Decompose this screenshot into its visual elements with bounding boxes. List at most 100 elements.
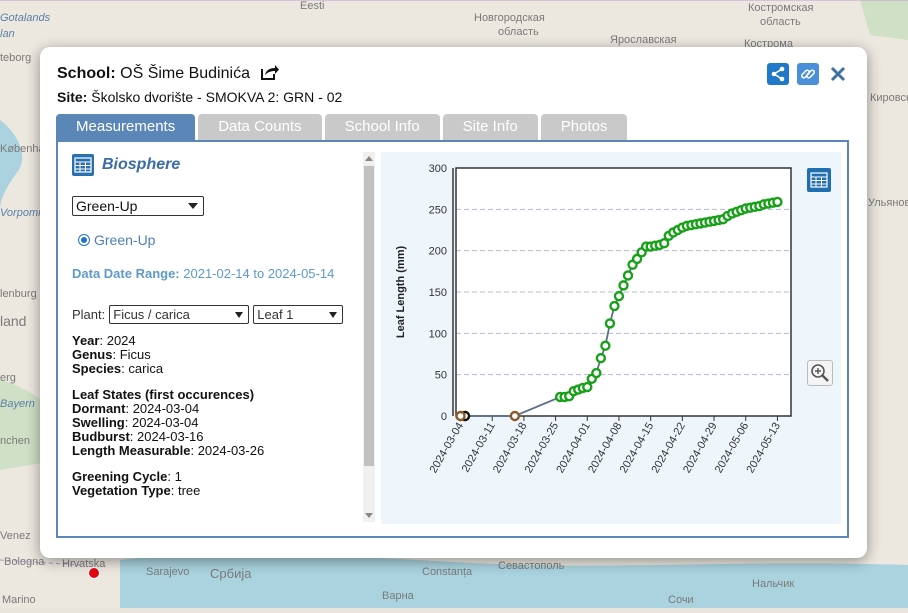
scrollbar-thumb[interactable]	[364, 166, 374, 466]
map-label: область	[498, 26, 539, 38]
data-point	[622, 270, 634, 281]
data-date-range: Data Date Range: 2021-02-14 to 2024-05-1…	[72, 262, 360, 285]
school-label: School:	[57, 65, 116, 82]
map-label: Gotalands	[0, 12, 51, 24]
map-label: Bologna	[4, 556, 45, 568]
link-icon[interactable]	[797, 63, 819, 85]
measurements-panel: Biosphere Green-Up Green-Up Data Date Ra…	[56, 140, 849, 538]
genus-label: Genus	[72, 347, 113, 362]
leaf-select[interactable]: Leaf 1	[253, 305, 344, 324]
map-label: Сочи	[668, 594, 694, 606]
chevron-down-icon	[235, 312, 244, 318]
y-tick-label: 200	[429, 246, 447, 258]
year-row: Year: 2024	[72, 333, 136, 348]
y-tick-label: 250	[429, 204, 447, 216]
tab-site-info[interactable]: Site Info	[442, 114, 538, 140]
protocol-select[interactable]: Green-Up	[72, 196, 204, 216]
map-label: Venez	[0, 530, 31, 542]
x-tick-label: 2024-05-13	[744, 421, 783, 476]
map-label: land	[0, 313, 27, 329]
y-tick-label: 300	[429, 163, 447, 175]
scroll-down-icon[interactable]	[365, 513, 373, 518]
plot-frame	[455, 167, 792, 417]
protocol-title: Biosphere	[102, 156, 181, 173]
map-label: lenburg	[0, 288, 37, 300]
data-point	[595, 352, 607, 364]
map-label: Кировская	[870, 92, 908, 104]
map-label: lan	[0, 28, 15, 40]
leaf-select-value: Leaf 1	[257, 307, 294, 322]
species-row: Species: carica	[72, 361, 164, 376]
chevron-down-icon	[329, 312, 338, 318]
greening-cycle-label: Greening Cycle	[72, 469, 168, 484]
swelling-row: Swelling: 2024-03-04	[72, 415, 199, 430]
data-point	[613, 290, 625, 302]
greening-cycle-value: 1	[174, 469, 182, 484]
popup-tabs: Measurements Data Counts School Info Sit…	[56, 114, 628, 140]
year-label: Year	[72, 333, 100, 348]
data-point	[604, 318, 616, 329]
plant-row: Plant: Ficus / carica Leaf 1	[72, 305, 360, 324]
y-tick-label: 150	[429, 287, 447, 299]
data-point	[455, 410, 466, 422]
table-view-icon[interactable]	[807, 168, 831, 192]
map-label: Костромская	[748, 2, 814, 14]
map-label: Србија	[210, 566, 252, 581]
y-tick-label: 0	[441, 411, 447, 423]
school-line: School: OŠ Šime Budinića	[57, 63, 280, 83]
data-point	[591, 367, 602, 379]
leaf-states-heading: Leaf States (first occurences)	[72, 387, 255, 402]
data-point	[659, 238, 670, 249]
map-label: Новгородская	[474, 12, 545, 24]
leaf-length-chart: 0 50 100 150 200 250 300 2024-03-04 2024-03-11 20…	[381, 152, 841, 524]
map-label: Ярославская	[610, 34, 677, 46]
protocol-select-value: Green-Up	[76, 198, 138, 214]
tab-measurements[interactable]: Measurements	[56, 114, 196, 140]
leaf-states-title: Leaf States (first occurences)	[72, 388, 360, 402]
plant-select[interactable]: Ficus / carica	[109, 305, 250, 324]
zoom-in-icon[interactable]	[807, 360, 833, 386]
map-label: область	[760, 16, 801, 28]
map-label: Варна	[382, 590, 414, 602]
plant-info: Year: 2024 Genus: Ficus Species: carica …	[72, 334, 360, 498]
chart-svg: 0501001502002503002024-03-042024-03-1120…	[395, 163, 792, 476]
map-label: erg	[0, 372, 16, 384]
vegetation-type-row: Vegetation Type: tree	[72, 483, 201, 498]
tab-school-info[interactable]: School Info	[324, 114, 440, 140]
map-label: Севастополь	[498, 560, 565, 572]
green-up-radio[interactable]	[78, 234, 90, 246]
data-point	[582, 381, 593, 393]
data-point	[772, 196, 783, 208]
plant-label: Plant:	[72, 307, 106, 322]
year-value: 2024	[106, 333, 136, 348]
swelling-label: Swelling	[72, 415, 125, 430]
data-point	[631, 253, 643, 265]
protocol-header: Biosphere	[72, 152, 360, 178]
swelling-value: 2024-03-04	[131, 415, 199, 430]
details-scrollbar[interactable]	[363, 152, 375, 522]
map-label: Нальчик	[752, 578, 795, 590]
share-icon[interactable]	[767, 63, 789, 85]
map-label: Vorpomm	[0, 207, 48, 219]
tab-photos[interactable]: Photos	[540, 114, 628, 140]
protocol-details: Biosphere Green-Up Green-Up Data Date Ra…	[72, 152, 360, 522]
school-location-marker[interactable]	[88, 567, 100, 579]
length-measurable-value: 2024-03-26	[197, 443, 265, 458]
map-label: Sarajevo	[146, 566, 190, 578]
budburst-row: Budburst: 2024-03-16	[72, 429, 204, 444]
close-icon[interactable]	[827, 63, 849, 85]
map-label: nchen	[0, 435, 30, 447]
genus-row: Genus: Ficus	[72, 347, 151, 362]
external-link-icon[interactable]	[260, 63, 280, 81]
green-up-radio-row[interactable]: Green-Up	[78, 232, 360, 248]
scroll-up-icon[interactable]	[365, 156, 373, 161]
budburst-value: 2024-03-16	[137, 429, 204, 444]
length-measurable-label: Length Measurable	[72, 443, 191, 458]
dormant-row: Dormant: 2024-03-04	[72, 401, 200, 416]
table-icon	[72, 154, 94, 176]
data-point	[509, 410, 521, 422]
chevron-down-icon	[188, 203, 198, 209]
greening-cycle-row: Greening Cycle: 1	[72, 469, 182, 484]
map-label: Ульянов	[868, 197, 908, 209]
tab-data-counts[interactable]: Data Counts	[198, 114, 322, 140]
